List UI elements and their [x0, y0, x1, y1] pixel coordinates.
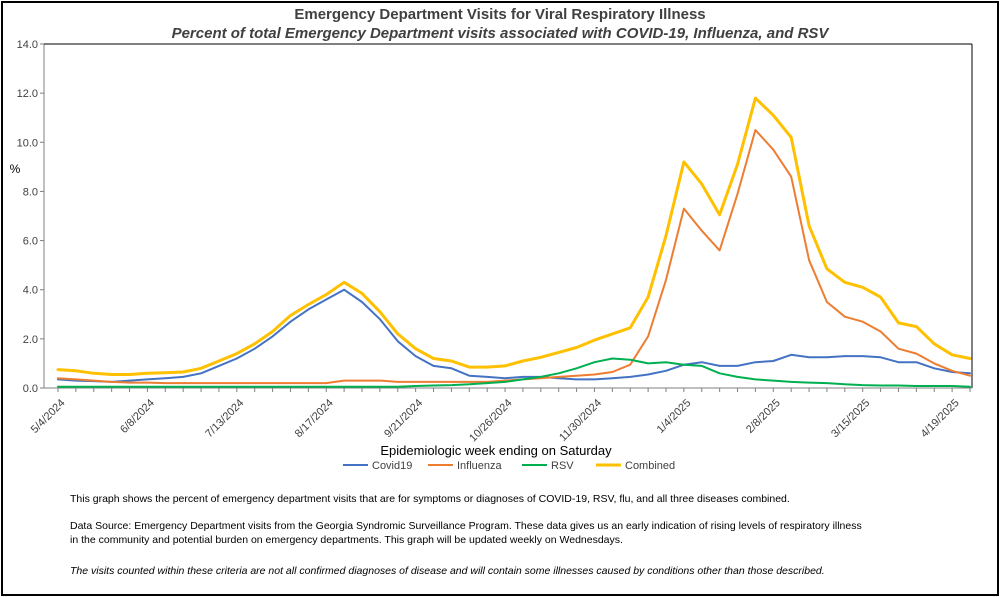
legend-label-influenza: Influenza	[457, 460, 503, 472]
note-description: This graph shows the percent of emergenc…	[70, 493, 790, 505]
series-line-rsv	[57, 357, 971, 388]
legend-label-combined: Combined	[625, 460, 675, 472]
series-line-covid19	[57, 288, 971, 383]
series-lines	[56, 96, 972, 388]
series-line-combined	[56, 96, 972, 376]
legend-label-rsv: RSV	[551, 460, 574, 472]
legend-item-combined: Combined	[596, 460, 675, 472]
x-tick-label: 5/4/2024	[29, 397, 68, 436]
y-tick-label: 6.0	[23, 236, 38, 248]
y-tick-label: 0.0	[23, 383, 38, 395]
x-tick-label: 11/30/2024	[557, 397, 604, 444]
x-tick-label: 3/15/2025	[829, 397, 872, 440]
x-tick-label: 7/13/2024	[203, 397, 246, 440]
x-tick-label: 8/17/2024	[293, 397, 336, 440]
legend-item-covid19: Covid19	[343, 460, 412, 472]
note-source-line2: in the community and potential burden on…	[70, 534, 623, 546]
y-tick-label: 14.0	[17, 39, 38, 51]
x-tick-label: 10/26/2024	[467, 397, 514, 444]
x-tick-label: 1/4/2025	[655, 397, 694, 436]
x-axis: 5/4/2024 6/8/2024 7/13/2024 8/17/2024 9/21/2…	[29, 387, 972, 445]
series-line-influenza	[57, 129, 971, 385]
y-tick-label: 2.0	[23, 334, 38, 346]
legend-label-covid19: Covid19	[372, 460, 412, 472]
y-axis-label: %	[10, 162, 21, 176]
y-tick-label: 12.0	[17, 88, 38, 100]
note-disclaimer: The visits counted within these criteria…	[70, 565, 825, 577]
y-tick-label: 4.0	[23, 285, 38, 297]
y-tick-label: 8.0	[23, 186, 38, 198]
chart-subtitle: Percent of total Emergency Department vi…	[171, 25, 829, 42]
x-tick-label: 4/19/2025	[919, 397, 962, 440]
x-tick-label: 2/8/2025	[744, 397, 783, 436]
legend-item-rsv: RSV	[522, 460, 574, 472]
x-axis-label: Epidemiologic week ending on Saturday	[380, 443, 612, 458]
y-axis: 0.0 2.0 4.0 6.0 8.0 10.0 12.0 14.0	[17, 39, 973, 395]
x-tick-label: 9/21/2024	[382, 397, 425, 440]
legend-item-influenza: Influenza	[428, 460, 503, 472]
note-source-line1: Data Source: Emergency Department visits…	[70, 520, 862, 532]
legend: Covid19 Influenza RSV Combined	[343, 460, 675, 472]
y-tick-label: 10.0	[17, 137, 38, 149]
chart-title: Emergency Department Visits for Viral Re…	[294, 6, 706, 23]
x-tick-label: 6/8/2024	[118, 397, 157, 436]
